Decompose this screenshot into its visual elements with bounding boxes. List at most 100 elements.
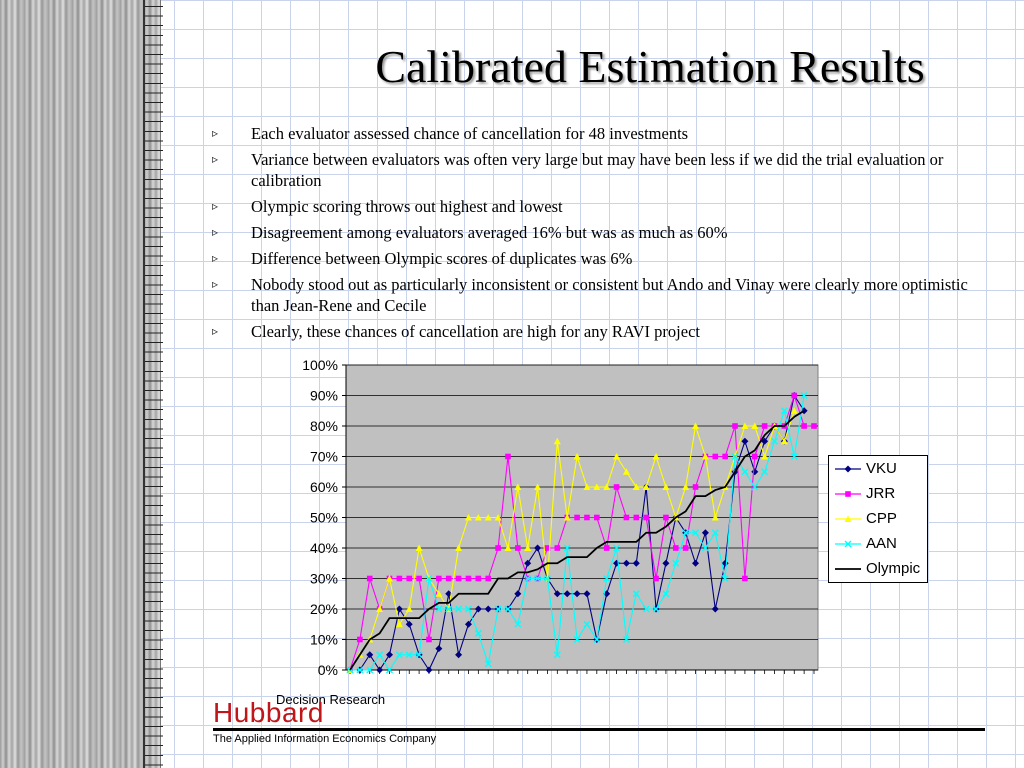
data-point-aan: [780, 407, 788, 415]
data-point-jrr: [801, 423, 807, 429]
data-point-cpp: [484, 514, 492, 521]
data-point-aan-stroke: [593, 636, 601, 643]
data-point-aan-stroke: [780, 407, 788, 415]
bullet-list: ▹ Each evaluator assessed chance of cance…: [212, 123, 992, 347]
data-point-aan: [474, 629, 482, 637]
data-point-aan-stroke: [553, 651, 561, 659]
data-point-aan-stroke: [534, 575, 542, 582]
data-point-cpp: [405, 605, 413, 612]
data-point-vku: [366, 651, 374, 659]
data-point-vku: [514, 590, 522, 598]
legend-item-olympic: Olympic: [829, 556, 927, 581]
data-point-vku: [474, 605, 482, 613]
data-point-vku: [613, 559, 621, 567]
y-tick-label: 80%: [310, 418, 338, 434]
data-point-aan-stroke: [701, 544, 709, 552]
data-point-jrr: [623, 514, 630, 521]
data-point-jrr: [515, 545, 521, 551]
y-tick-label: 30%: [310, 571, 338, 587]
legend-label-cpp: CPP: [866, 510, 897, 527]
bullet-item: ▹ Olympic scoring throws out highest and …: [212, 196, 992, 217]
data-point-aan-stroke: [415, 651, 423, 659]
data-point-vku: [376, 666, 384, 674]
data-point-vku: [484, 605, 492, 613]
data-point-aan-stroke: [484, 660, 492, 668]
data-point-cpp: [701, 453, 709, 460]
data-point-jrr: [574, 514, 580, 521]
data-point-aan: [385, 666, 393, 674]
data-point-vku: [711, 605, 719, 613]
data-point-jrr: [584, 514, 590, 521]
data-point-aan-stroke: [514, 620, 522, 628]
data-point-cpp: [435, 590, 443, 597]
data-point-aan: [692, 529, 700, 537]
data-point-aan: [494, 605, 502, 613]
data-point-jrr: [791, 392, 798, 399]
data-point-vku: [583, 590, 591, 598]
data-point-aan: [455, 605, 463, 613]
data-point-jrr: [603, 545, 610, 551]
data-point-vku: [553, 590, 561, 598]
bullet-text: Nobody stood out as particularly inconsi…: [251, 275, 968, 315]
data-point-aan: [356, 666, 364, 674]
bullet-marker-icon: ▹: [212, 324, 219, 338]
data-point-aan: [790, 453, 798, 460]
bullet-item: ▹ Nobody stood out as particularly incons…: [212, 274, 992, 316]
data-point-aan: [524, 575, 532, 582]
data-point-jrr: [505, 453, 511, 460]
bullet-item: ▹ Clearly, these chances of cancellation …: [212, 321, 992, 342]
legend-marker-aan-stroke: [844, 540, 852, 548]
data-point-aan-stroke: [790, 453, 798, 460]
bullet-marker-icon: ▹: [212, 277, 219, 291]
data-point-cpp: [455, 544, 463, 551]
data-point-jrr: [682, 545, 689, 551]
data-point-aan: [583, 620, 591, 628]
legend-label-aan: AAN: [866, 535, 897, 552]
data-point-jrr: [712, 453, 719, 460]
data-point-cpp: [464, 514, 472, 521]
data-point-cpp: [563, 514, 571, 521]
legend-item-cpp: CPP: [829, 506, 927, 531]
data-point-cpp: [474, 514, 482, 521]
data-point-aan-stroke: [543, 575, 551, 582]
sidebar-ruler-ticks: [143, 0, 163, 768]
data-point-aan-stroke: [425, 575, 433, 582]
data-point-aan: [464, 605, 472, 613]
data-point-aan-stroke: [504, 605, 512, 613]
data-point-vku: [563, 590, 571, 598]
slide-title: Calibrated Estimation Results: [375, 41, 925, 92]
bullet-marker-icon: ▹: [212, 225, 219, 239]
data-point-cpp: [613, 453, 621, 460]
data-point-aan: [534, 575, 542, 582]
data-point-jrr: [732, 423, 738, 429]
data-point-jrr: [761, 423, 768, 429]
data-point-vku: [464, 620, 472, 628]
data-point-jrr: [544, 545, 551, 551]
bullet-item: ▹ Each evaluator assessed chance of cance…: [212, 123, 992, 144]
legend-marker-vku: [844, 465, 852, 473]
data-point-jrr: [594, 514, 600, 521]
data-point-jrr: [643, 514, 649, 521]
data-point-aan: [425, 575, 433, 582]
data-point-aan-stroke: [672, 559, 680, 567]
data-point-cpp: [741, 422, 749, 429]
data-point-cpp: [682, 483, 690, 490]
bullet-text: Variance between evaluators was often ve…: [251, 150, 944, 190]
data-point-aan-stroke: [494, 605, 502, 613]
data-point-aan-stroke: [692, 529, 700, 537]
data-point-aan: [622, 636, 630, 643]
data-point-jrr: [416, 575, 422, 582]
data-point-cpp: [692, 422, 700, 429]
data-point-aan-stroke: [622, 636, 630, 643]
data-point-aan: [731, 453, 739, 460]
data-point-jrr: [692, 484, 699, 490]
legend-item-vku: VKU: [829, 456, 927, 481]
bullet-marker-icon: ▹: [212, 152, 219, 166]
y-tick-label: 40%: [310, 540, 338, 556]
data-point-aan: [771, 437, 779, 445]
data-point-aan-stroke: [603, 575, 611, 582]
data-point-aan: [701, 544, 709, 552]
data-point-aan-stroke: [445, 605, 453, 613]
data-point-cpp: [751, 422, 759, 429]
data-point-cpp: [395, 620, 403, 628]
